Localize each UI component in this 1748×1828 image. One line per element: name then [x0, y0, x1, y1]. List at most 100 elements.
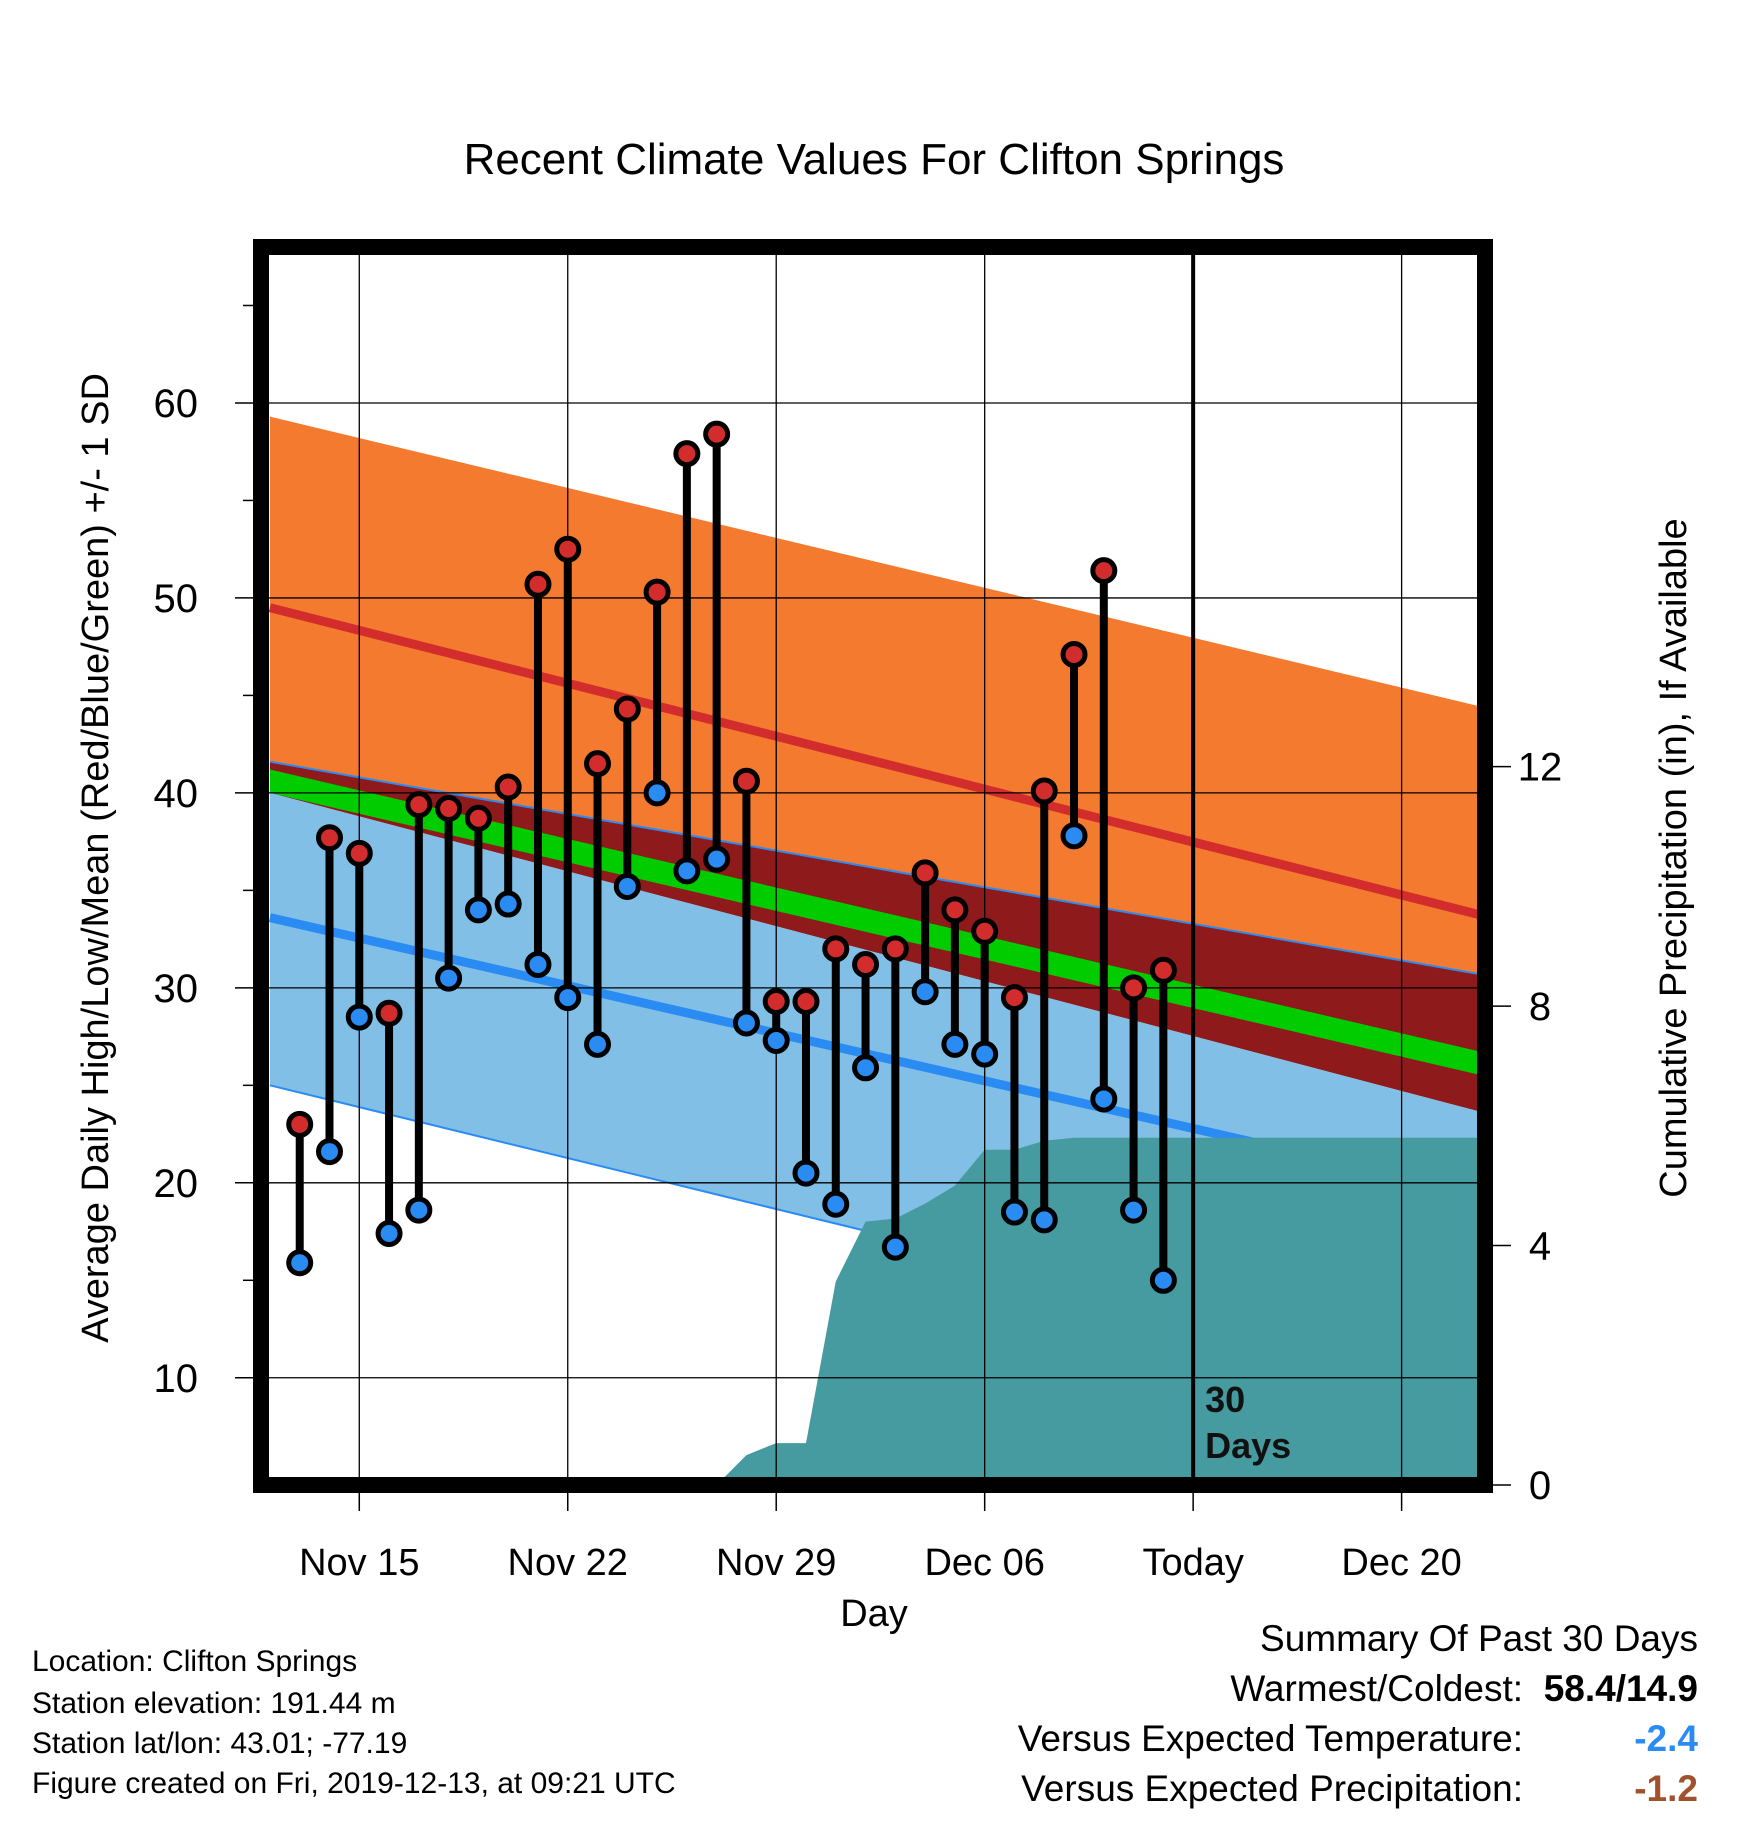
x-tick-label: Nov 22	[508, 1542, 628, 1584]
plot-area: 30 Days 10 20 30 40 50 60 0 4 8 12 Nov 15 Nov 22 Nov 2…	[154, 239, 1563, 1584]
summary-precipitation-label: Versus Expected Precipitation:	[1021, 1768, 1523, 1809]
low-marker	[375, 1220, 403, 1248]
high-marker	[584, 750, 612, 778]
y-tick-label: 50	[154, 577, 199, 621]
summary-precipitation: Versus Expected Precipitation: -1.2	[1021, 1768, 1698, 1810]
y-tick-label: 60	[154, 382, 199, 426]
x-tick-label: Dec 06	[924, 1542, 1044, 1584]
high-marker	[1060, 640, 1088, 668]
y-tick-label: 30	[154, 967, 199, 1011]
info-created: Figure created on Fri, 2019-12-13, at 09…	[32, 1767, 676, 1800]
x-tick-label: Dec 20	[1341, 1542, 1461, 1584]
low-marker	[852, 1054, 880, 1082]
mean-normal-line	[269, 769, 1485, 1077]
high-marker	[1149, 956, 1177, 984]
high-marker	[315, 824, 343, 852]
high-marker	[852, 950, 880, 978]
info-location: Location: Clifton Springs	[32, 1645, 358, 1678]
low-marker	[822, 1190, 850, 1218]
y-tick-label: 10	[154, 1357, 199, 1401]
high-marker	[732, 767, 760, 795]
high-marker	[345, 839, 373, 867]
high-marker	[1120, 974, 1148, 1002]
high-marker	[435, 794, 463, 822]
high-marker	[494, 773, 522, 801]
low-marker	[792, 1159, 820, 1187]
high-marker	[464, 804, 492, 832]
x-tick-label: Today	[1142, 1542, 1243, 1584]
high-marker	[971, 917, 999, 945]
high-marker	[554, 535, 582, 563]
y-axis-label: Average Daily High/Low/Mean (Red/Blue/Gr…	[75, 373, 117, 1343]
x-tick-label: Nov 29	[716, 1542, 836, 1584]
high-marker	[1030, 777, 1058, 805]
summary-warmest-coldest: Warmest/Coldest: 58.4/14.9	[1230, 1668, 1698, 1710]
high-marker	[822, 935, 850, 963]
y-tick-label: 20	[154, 1162, 199, 1206]
low-marker	[1030, 1206, 1058, 1234]
info-elevation: Station elevation: 191.44 m	[32, 1687, 396, 1720]
summary-temperature: Versus Expected Temperature: -2.4	[1018, 1718, 1698, 1760]
high-marker	[405, 791, 433, 819]
low-marker	[703, 845, 731, 873]
summary-temperature-value: -2.4	[1634, 1718, 1698, 1759]
chart-title: Recent Climate Values For Clifton Spring…	[464, 135, 1285, 184]
high-marker	[762, 987, 790, 1015]
x-axis-label: Day	[840, 1593, 908, 1635]
y2-tick-label: 12	[1518, 746, 1563, 790]
low-marker	[405, 1196, 433, 1224]
summary-precipitation-value: -1.2	[1634, 1768, 1698, 1809]
low-marker	[732, 1009, 760, 1037]
high-marker	[643, 578, 671, 606]
y-tick-label: 40	[154, 772, 199, 816]
low-marker	[464, 896, 492, 924]
summary-warmest-coldest-label: Warmest/Coldest:	[1230, 1668, 1523, 1709]
high-marker	[703, 420, 731, 448]
low-marker	[673, 857, 701, 885]
high-marker	[881, 935, 909, 963]
high-marker	[941, 896, 969, 924]
low-marker	[1120, 1196, 1148, 1224]
plot-frame	[253, 239, 1493, 1493]
low-marker	[584, 1030, 612, 1058]
info-latlon: Station lat/lon: 43.01; -77.19	[32, 1727, 408, 1760]
low-marker	[881, 1233, 909, 1261]
x-tick-label: Nov 15	[299, 1542, 419, 1584]
low-marker	[1149, 1266, 1177, 1294]
high-marker	[911, 859, 939, 887]
high-marker	[1090, 557, 1118, 585]
y2-tick-label: 0	[1529, 1464, 1551, 1508]
high-normal-line	[268, 603, 1485, 921]
precipitation-area	[269, 1137, 1485, 1485]
low-marker	[762, 1026, 790, 1054]
high-marker	[524, 570, 552, 598]
today-label: Days	[1205, 1425, 1291, 1466]
low-marker	[435, 964, 463, 992]
y2-axis-label: Cumulative Precipitation (in), If Availa…	[1653, 518, 1695, 1197]
low-marker	[524, 950, 552, 978]
high-marker	[673, 440, 701, 468]
low-marker	[345, 1003, 373, 1031]
low-marker	[1090, 1085, 1118, 1113]
low-marker	[643, 779, 671, 807]
high-marker	[613, 695, 641, 723]
high-marker	[375, 999, 403, 1027]
low-marker	[1000, 1198, 1028, 1226]
low-marker	[554, 984, 582, 1012]
low-marker	[1060, 822, 1088, 850]
band-edge-line	[269, 760, 1485, 977]
today-label: 30	[1205, 1379, 1245, 1420]
low-marker	[911, 978, 939, 1006]
low-marker	[286, 1249, 314, 1277]
summary-warmest-coldest-value: 58.4/14.9	[1543, 1668, 1698, 1709]
low-marker	[971, 1040, 999, 1068]
low-marker	[494, 890, 522, 918]
high-marker	[286, 1110, 314, 1138]
y2-tick-label: 4	[1529, 1225, 1551, 1269]
high-marker	[1000, 984, 1028, 1012]
high-marker	[792, 987, 820, 1015]
summary-temperature-label: Versus Expected Temperature:	[1017, 1718, 1523, 1759]
low-marker	[613, 872, 641, 900]
low-marker	[315, 1138, 343, 1166]
